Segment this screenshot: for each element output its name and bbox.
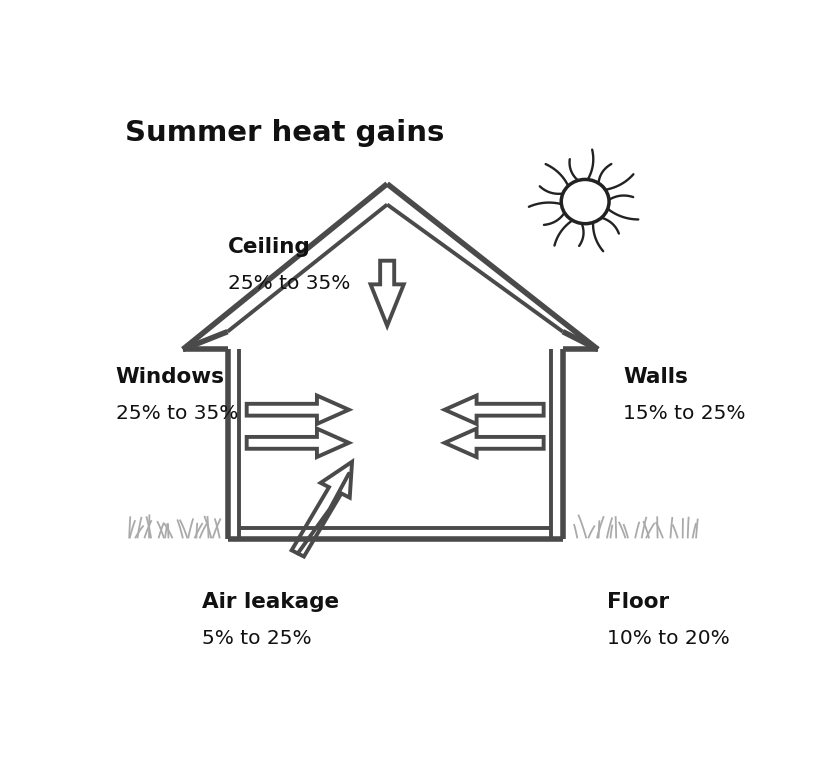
Text: Air leakage: Air leakage xyxy=(202,592,339,612)
Text: Floor: Floor xyxy=(607,592,670,612)
Text: Summer heat gains: Summer heat gains xyxy=(125,119,445,147)
Text: Windows: Windows xyxy=(115,367,225,387)
Text: 5% to 25%: 5% to 25% xyxy=(202,629,311,648)
Text: 15% to 25%: 15% to 25% xyxy=(624,405,746,423)
Text: 25% to 35%: 25% to 35% xyxy=(115,405,238,423)
Text: 10% to 20%: 10% to 20% xyxy=(607,629,730,648)
Text: 25% to 35%: 25% to 35% xyxy=(227,274,350,293)
Text: Ceiling: Ceiling xyxy=(227,237,311,257)
Text: Walls: Walls xyxy=(624,367,688,387)
